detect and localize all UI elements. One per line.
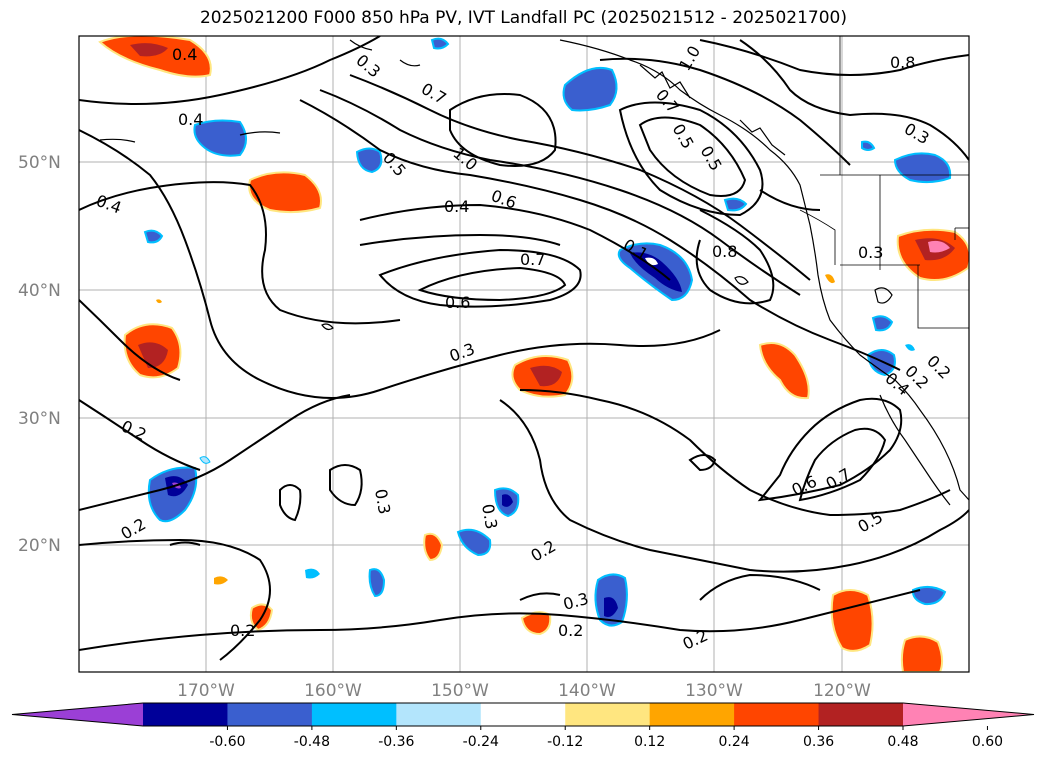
pv-blob	[199, 456, 211, 464]
pv-blob	[900, 635, 944, 672]
contour-label: 0.3	[371, 487, 394, 515]
pv-contours	[79, 36, 969, 661]
colorbar-segment	[565, 703, 651, 726]
colorbar-tick-label: -0.24	[463, 734, 499, 750]
contour-label: 0.4	[444, 197, 469, 216]
pv-blob	[723, 197, 748, 212]
contour-label: 0.4	[178, 110, 203, 129]
lat-label: 50°N	[18, 153, 61, 173]
pv-blob	[520, 611, 552, 636]
colorbar-tick-label: -0.12	[547, 734, 583, 750]
colorbar-segment	[311, 703, 397, 726]
lon-label: 160°W	[304, 681, 362, 701]
colorbar-tick-label: 0.60	[972, 734, 1003, 750]
colorbar-segment	[818, 703, 904, 726]
pv-blob	[423, 532, 444, 562]
colorbar-tick-label: 0.48	[887, 734, 918, 750]
lon-label: 120°W	[813, 681, 871, 701]
lon-label: 140°W	[558, 681, 616, 701]
contour-label: 0.8	[712, 242, 737, 261]
pv-blob	[562, 66, 618, 112]
contour-label: 0.6	[445, 293, 470, 312]
longitude-labels: 170°W 160°W 150°W 140°W 130°W 120°W	[177, 681, 871, 701]
pv-blob	[368, 568, 386, 598]
pv-blob	[98, 36, 212, 78]
colorbar-segment	[227, 703, 313, 726]
pv-blob	[456, 528, 492, 557]
pv-blob	[502, 494, 513, 507]
contour-label: 0.2	[230, 621, 255, 640]
colorbar-tick-label: -0.60	[209, 734, 245, 750]
contour-label: 0.8	[890, 53, 915, 72]
colorbar-segment	[480, 703, 566, 726]
pv-blob	[248, 171, 322, 214]
pv-blob	[871, 315, 894, 332]
colorbar-segment	[396, 703, 482, 726]
pv-blob	[355, 147, 383, 174]
colorbar-tick-label: -0.36	[378, 734, 414, 750]
colorbar-tick-label: 0.12	[634, 734, 665, 750]
latitude-labels: 50°N 40°N 30°N 20°N	[18, 153, 61, 556]
pv-blob	[430, 37, 450, 50]
contour-label: 0.7	[520, 250, 545, 269]
lat-label: 30°N	[18, 409, 61, 429]
pv-blob	[214, 576, 228, 585]
colorbar-segment	[649, 703, 735, 726]
coastlines	[99, 39, 969, 506]
pv-blob	[758, 342, 810, 400]
colorbar-extend-max	[903, 703, 1034, 726]
pv-blob	[604, 597, 618, 617]
lat-label: 20°N	[18, 536, 61, 556]
pv-blob	[193, 119, 247, 157]
map-title: 2025021200 F000 850 hPa PV, IVT Landfall…	[199, 8, 847, 28]
pv-blob	[130, 43, 168, 57]
pv-blob	[830, 589, 874, 652]
colorbar-extend-min	[12, 703, 143, 726]
graticule	[79, 36, 969, 672]
pv-blob	[143, 229, 164, 244]
lon-label: 130°W	[685, 681, 743, 701]
map-frame	[78, 35, 970, 673]
political-borders	[799, 36, 969, 329]
colorbar-segment	[734, 703, 820, 726]
pv-blob	[825, 274, 835, 284]
pv-blob	[530, 365, 562, 387]
lat-label: 40°N	[18, 281, 61, 301]
pv-blob	[630, 252, 682, 292]
pv-blob	[645, 257, 658, 266]
lon-label: 170°W	[177, 681, 235, 701]
positive-pv-areas	[98, 36, 969, 672]
colorbar-tick-label: 0.24	[719, 734, 750, 750]
pv-blob	[156, 299, 162, 304]
colorbar-segment	[143, 703, 228, 726]
negative-pv-areas	[143, 37, 952, 627]
contour-label: 0.3	[478, 502, 501, 530]
colorbar: -0.60 -0.48 -0.36 -0.24 -0.12 0.12 0.24 0.36 0.4…	[11, 702, 1035, 750]
colorbar-outline	[11, 702, 1035, 727]
pv-blob	[911, 586, 947, 606]
pv-blob	[861, 140, 876, 151]
contour-label: 0.2	[558, 621, 583, 640]
pv-blob	[305, 568, 320, 579]
contour-label: 0.3	[858, 243, 883, 262]
lon-label: 150°W	[431, 681, 489, 701]
pv-blob	[905, 344, 915, 351]
contour-label: 0.4	[172, 45, 197, 64]
colorbar-tick-label: 0.36	[803, 734, 834, 750]
pv-blob	[928, 240, 950, 253]
colorbar-tick-label: -0.48	[294, 734, 330, 750]
